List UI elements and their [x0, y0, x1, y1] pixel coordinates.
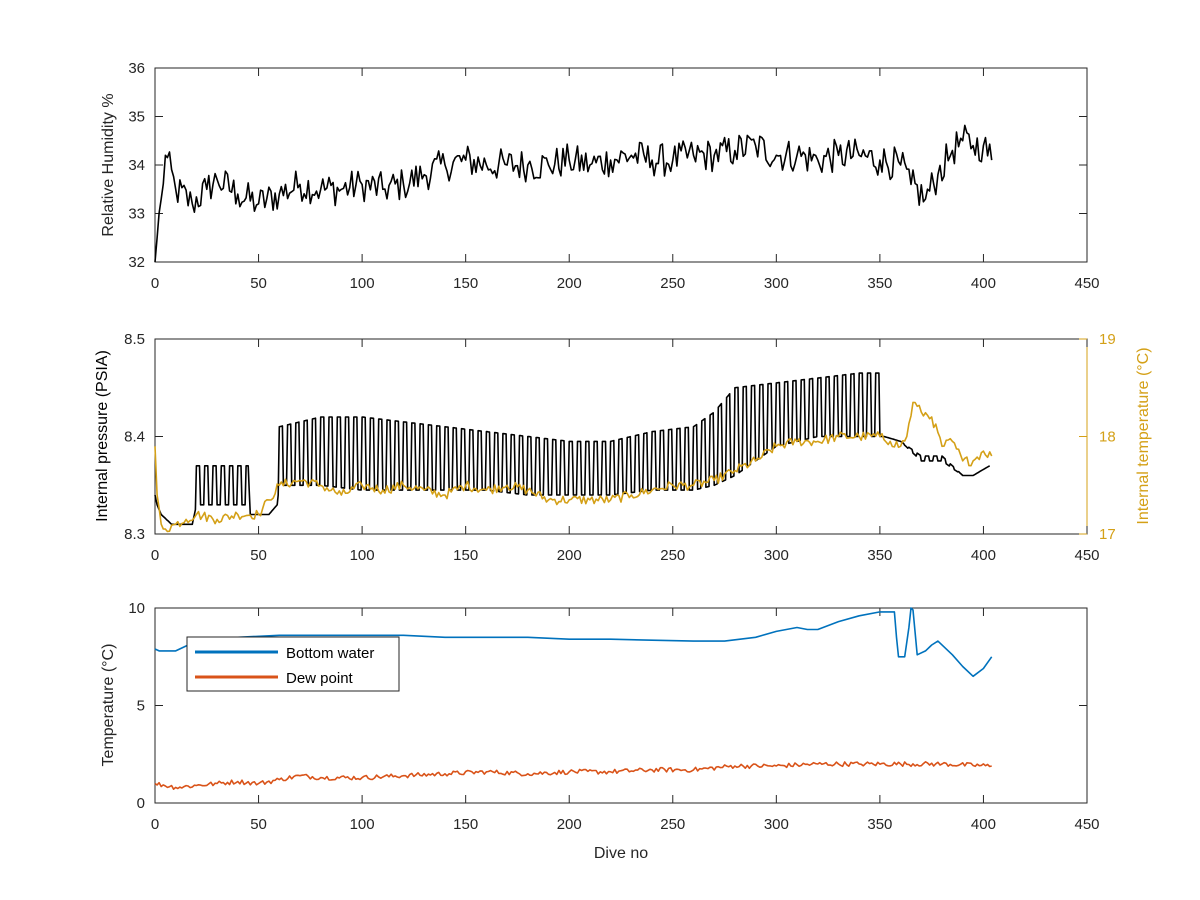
temperature-xtick-label: 350: [867, 816, 892, 833]
humidity-ytick-label: 35: [128, 109, 145, 126]
pressure-xtick-label: 250: [660, 547, 685, 564]
temperature-ytick-label: 0: [137, 795, 145, 812]
pressure-xtick-label: 150: [453, 547, 478, 564]
humidity-ytick-label: 33: [128, 206, 145, 223]
temperature-xtick-label: 100: [350, 816, 375, 833]
temperature-xtick-label: 250: [660, 816, 685, 833]
dew-point-line: [154, 760, 992, 791]
temperature-xtick-label: 0: [151, 816, 159, 833]
pressure-series-0-line: [154, 372, 991, 526]
humidity-xtick-label: 300: [764, 275, 789, 292]
temperature-ytick-label: 5: [137, 698, 145, 715]
humidity-ytick-label: 32: [128, 254, 145, 271]
pressure-xtick-label: 100: [350, 547, 375, 564]
temperature-axes: Temperature (°C) Dive no 0 50 100 150 200 250…: [100, 600, 1100, 862]
pressure-series-1-line: [154, 401, 993, 533]
pressure-axes: Internal pressure (PSIA) Internal temper…: [94, 331, 1152, 564]
legend-label-dew-point: Dew point: [286, 670, 354, 687]
humidity-xtick-label: 450: [1074, 275, 1099, 292]
humidity-xtick-label: 250: [660, 275, 685, 292]
pressure-xtick-label: 300: [764, 547, 789, 564]
pressure-ytick-label: 8.4: [124, 429, 145, 446]
temperature-xtick-label: 50: [250, 816, 267, 833]
pressure-xtick-label: 350: [867, 547, 892, 564]
humidity-xtick-label: 350: [867, 275, 892, 292]
humidity-series-0-line: [154, 124, 993, 263]
temperature-xtick-label: 150: [453, 816, 478, 833]
humidity-xtick-label: 0: [151, 275, 159, 292]
temperature-xtick-label: 450: [1074, 816, 1099, 833]
humidity-xtick-label: 200: [557, 275, 582, 292]
bottom-water-line: [154, 607, 993, 678]
internal-temperature-ylabel: Internal temperature (°C): [1135, 347, 1152, 524]
pressure-xtick-label: 50: [250, 547, 267, 564]
pressure-xtick-label: 200: [557, 547, 582, 564]
legend-label-bottom-water: Bottom water: [286, 645, 374, 662]
humidity-ytick-label: 36: [128, 60, 145, 77]
pressure-ytick-label: 8.5: [124, 331, 145, 348]
pressure-ytick-right-label: 19: [1099, 331, 1116, 348]
x-axis-label: Dive no: [594, 845, 648, 862]
pressure-xtick-label: 0: [151, 547, 159, 564]
temperature-ytick-label: 10: [128, 600, 145, 617]
humidity-xtick-label: 50: [250, 275, 267, 292]
humidity-ytick-label: 34: [128, 157, 145, 174]
humidity-xtick-label: 100: [350, 275, 375, 292]
humidity-xtick-label: 400: [971, 275, 996, 292]
temperature-xtick-label: 300: [764, 816, 789, 833]
pressure-xtick-label: 400: [971, 547, 996, 564]
temperature-xtick-label: 200: [557, 816, 582, 833]
temperature-ylabel: Temperature (°C): [100, 644, 117, 767]
pressure-ylabel: Internal pressure (PSIA): [94, 350, 111, 522]
humidity-ylabel: Relative Humidity %: [100, 93, 117, 236]
temperature-xtick-label: 400: [971, 816, 996, 833]
pressure-ytick-label: 8.3: [124, 526, 145, 543]
humidity-axes: Relative Humidity % 0 50 100 150 200 250 300 35…: [100, 60, 1100, 292]
pressure-xtick-label: 450: [1074, 547, 1099, 564]
pressure-ytick-right-label: 18: [1099, 429, 1116, 446]
humidity-xtick-label: 150: [453, 275, 478, 292]
pressure-ytick-right-label: 17: [1099, 526, 1116, 543]
legend: Bottom water Dew point: [186, 636, 400, 692]
